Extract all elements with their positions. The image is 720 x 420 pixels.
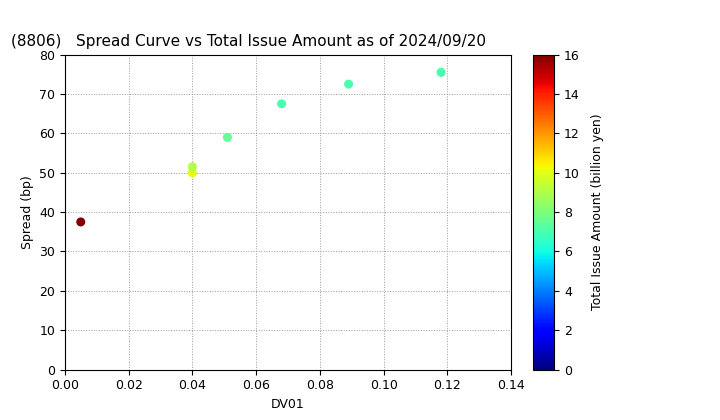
Y-axis label: Total Issue Amount (billion yen): Total Issue Amount (billion yen) — [591, 114, 604, 310]
Text: (8806)   Spread Curve vs Total Issue Amount as of 2024/09/20: (8806) Spread Curve vs Total Issue Amoun… — [12, 34, 486, 49]
Point — [75, 218, 86, 225]
Point — [222, 134, 233, 141]
Y-axis label: Spread (bp): Spread (bp) — [21, 175, 34, 249]
Point — [186, 169, 198, 176]
Point — [276, 100, 287, 107]
X-axis label: DV01: DV01 — [271, 398, 305, 411]
Point — [186, 163, 198, 170]
Point — [343, 81, 354, 87]
Point — [436, 69, 447, 76]
